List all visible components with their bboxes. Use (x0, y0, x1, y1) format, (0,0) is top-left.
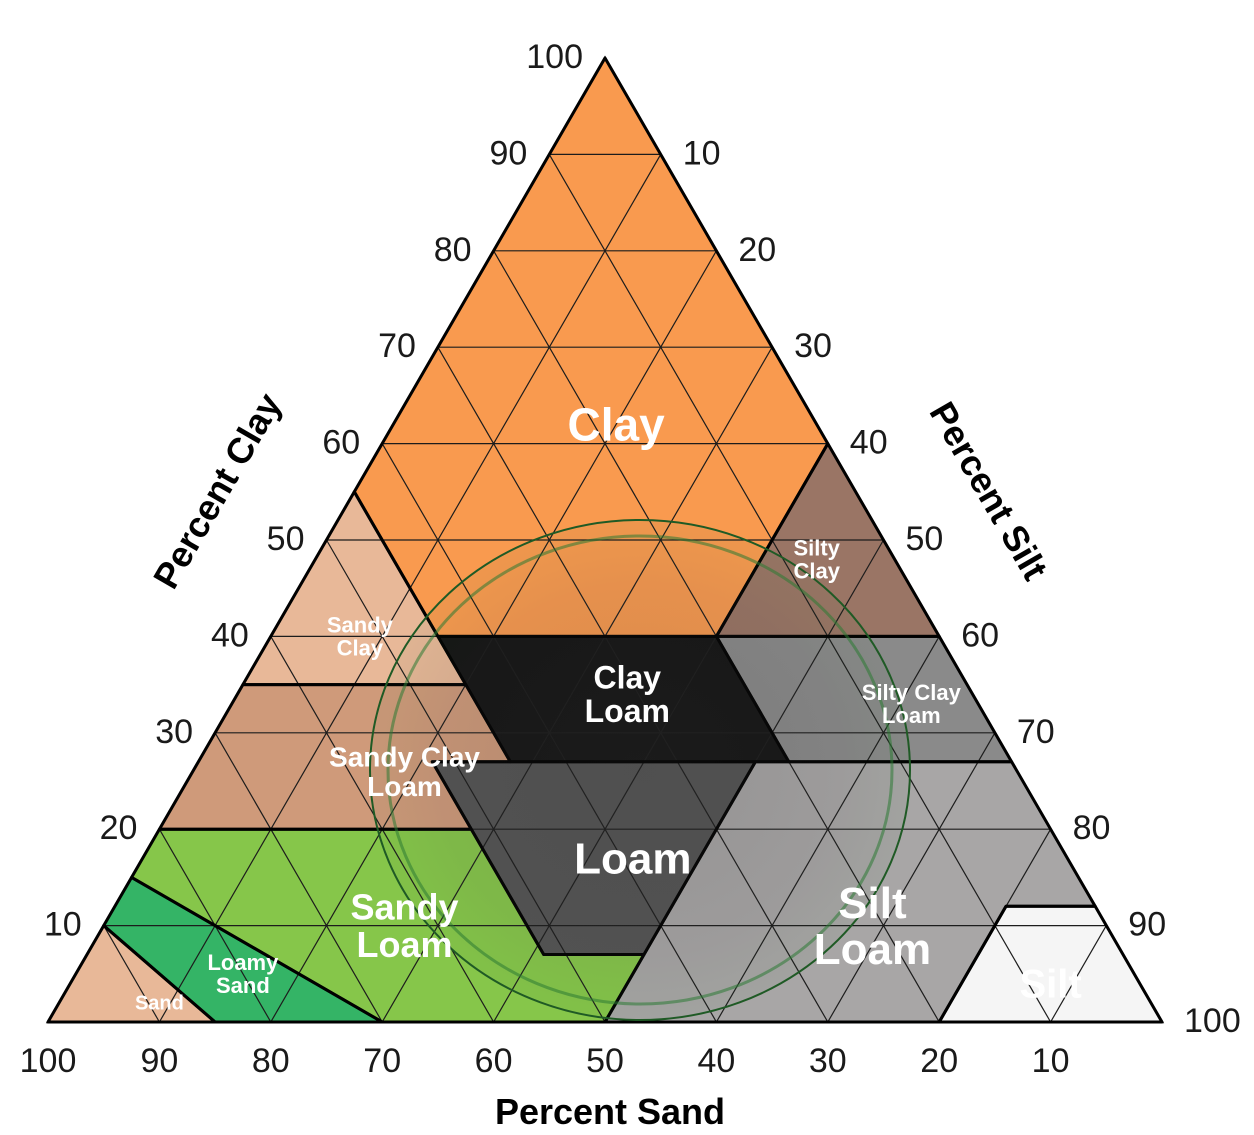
sand-tick-label: 40 (697, 1042, 735, 1080)
sand-tick-label: 10 (1032, 1042, 1070, 1080)
region-label-sandy-clay-loam: Loam (367, 771, 442, 802)
clay-axis-title: Percent Clay (145, 386, 290, 595)
silt-tick-label: 80 (1073, 809, 1111, 847)
grid-line-sand (214, 732, 383, 1023)
clay-tick-label: 70 (378, 327, 416, 365)
region-label-loam: Loam (574, 835, 691, 884)
silt-tick-label: 40 (850, 424, 888, 462)
region-silt (939, 906, 1162, 1022)
sand-tick-label: 50 (586, 1042, 624, 1080)
region-label-sandy-clay: Clay (337, 636, 384, 661)
region-label-sand: Sand (135, 993, 184, 1015)
sand-tick-label: 20 (920, 1042, 958, 1080)
region-label-silt-loam: Silt (838, 879, 907, 928)
grid-line-silt (827, 732, 996, 1023)
grid-line-silt (1050, 925, 1107, 1023)
region-label-silt: Silt (1019, 962, 1081, 1006)
triangle-border (45, 55, 1165, 1024)
clay-tick-label: 40 (211, 616, 249, 654)
region-label-silty-clay: Clay (793, 559, 840, 584)
clay-tick-label: 60 (322, 424, 360, 462)
region-label-silty-clay: Silty (793, 535, 840, 560)
silt-tick-label: 100 (1184, 1002, 1241, 1040)
sand-tick-label: 70 (363, 1042, 401, 1080)
region-label-sandy-clay: Sandy (327, 613, 394, 638)
region-label-clay-loam: Loam (585, 693, 670, 729)
clay-tick-label: 100 (526, 38, 583, 76)
sand-tick-label: 100 (20, 1042, 77, 1080)
region-label-loamy-sand: Sand (216, 973, 270, 998)
loam-oval (369, 519, 911, 1021)
sand-tick-label: 80 (252, 1042, 290, 1080)
region-label-silt-loam: Loam (814, 925, 931, 974)
region-label-sandy-clay-loam: Sandy Clay (329, 742, 480, 773)
region-label-sandy-loam: Sandy (350, 886, 458, 927)
sand-tick-label: 90 (140, 1042, 178, 1080)
silt-tick-label: 10 (683, 134, 721, 172)
sand-tick-label: 30 (809, 1042, 847, 1080)
clay-tick-label: 30 (155, 713, 193, 751)
clay-tick-label: 20 (100, 809, 138, 847)
clay-tick-label: 90 (489, 134, 527, 172)
silt-tick-label: 20 (738, 231, 776, 269)
silt-tick-label: 70 (1017, 713, 1055, 751)
clay-tick-label: 10 (44, 906, 82, 944)
region-label-sandy-loam: Loam (356, 924, 452, 965)
silt-tick-label: 50 (906, 520, 944, 558)
clay-tick-label: 80 (434, 231, 472, 269)
region-label-silty-clay-loam: Silty Clay (862, 680, 962, 705)
grid-line-sand (103, 925, 160, 1023)
region-label-clay: Clay (568, 398, 666, 450)
sand-tick-label: 60 (475, 1042, 513, 1080)
region-label-clay-loam: Clay (594, 660, 662, 696)
sand-axis-title: Percent Sand (495, 1091, 725, 1132)
region-label-silty-clay-loam: Loam (882, 703, 941, 728)
silt-tick-label: 60 (961, 616, 999, 654)
clay-tick-label: 50 (267, 520, 305, 558)
silt-tick-label: 30 (794, 327, 832, 365)
axis-ticks: 10 20 30 40 50 60 70 80 90 100 10 20 30 40 50 60 70 80 90 1… (20, 38, 1241, 1080)
silt-tick-label: 90 (1128, 906, 1166, 944)
region-label-loamy-sand: Loamy (207, 950, 279, 975)
